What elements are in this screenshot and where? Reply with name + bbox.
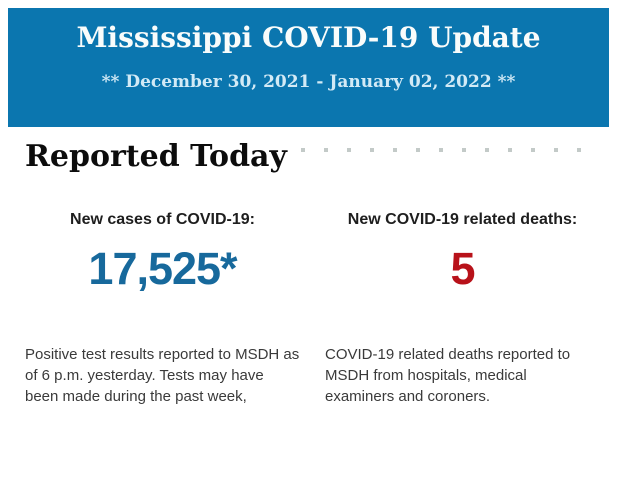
header-banner: Mississippi COVID-19 Update ** December …: [8, 8, 609, 127]
date-range-subtitle: ** December 30, 2021 - January 02, 2022 …: [101, 72, 516, 92]
dotted-divider: [300, 148, 598, 152]
new-deaths-value: 5: [450, 243, 475, 294]
main-content: Reported Today New cases of COVID-19: 17…: [0, 139, 620, 407]
stat-new-deaths: New COVID-19 related deaths: 5 COVID-19 …: [325, 210, 600, 407]
covid-update-page: Mississippi COVID-19 Update ** December …: [0, 8, 620, 483]
section-heading-row: Reported Today: [25, 139, 600, 174]
new-deaths-description: COVID-19 related deaths reported to MSDH…: [325, 346, 571, 405]
stats-row: New cases of COVID-19: 17,525* Positive …: [25, 210, 600, 407]
new-cases-label: New cases of COVID-19:: [70, 211, 255, 228]
new-deaths-label: New COVID-19 related deaths:: [347, 211, 578, 228]
new-cases-description: Positive test results reported to MSDH a…: [25, 346, 300, 405]
page-title: Mississippi COVID-19 Update: [76, 21, 541, 54]
new-cases-value: 17,525*: [88, 243, 237, 294]
stat-new-cases: New cases of COVID-19: 17,525* Positive …: [25, 210, 300, 407]
section-heading: Reported Today: [25, 139, 287, 174]
